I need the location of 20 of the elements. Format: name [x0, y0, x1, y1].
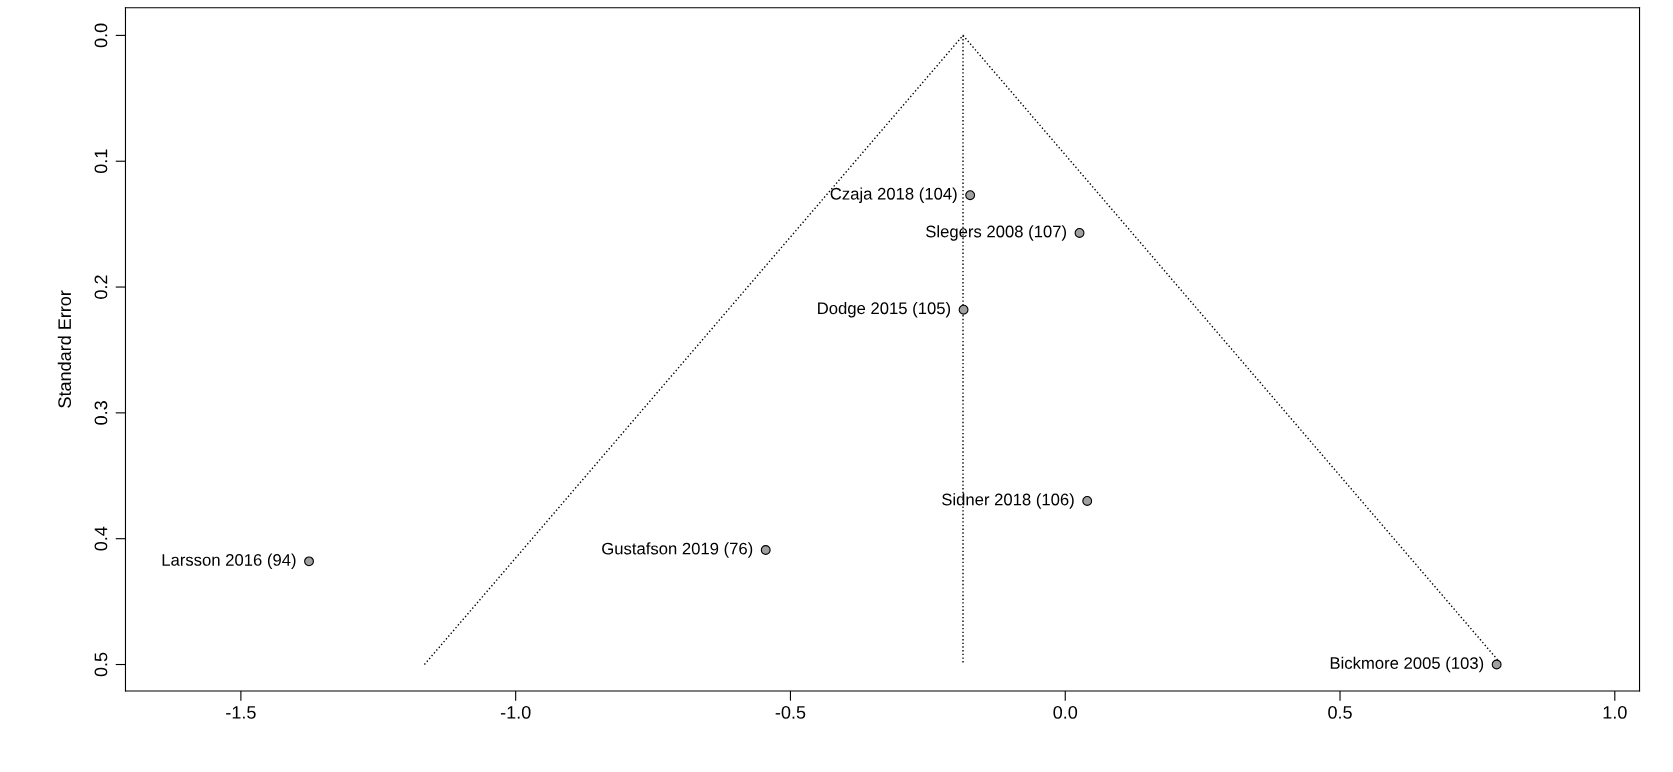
x-tick-label: 0.0 — [1053, 706, 1078, 719]
annotation: Larsson 2016 (94) — [162, 553, 296, 570]
annotation: Bickmore 2005 (103) — [1330, 656, 1484, 673]
annotation: Sidner 2018 (106) — [942, 493, 1074, 509]
y-axis-title: Standard Error — [57, 290, 72, 408]
y-tick-label: 0.5 — [94, 652, 108, 677]
annotation: Slegers 2008 (107) — [926, 225, 1067, 241]
y-tick-label: 0.3 — [94, 401, 108, 425]
y-tick-label: 0.2 — [94, 275, 108, 299]
x-tick-label: 1.0 — [1603, 706, 1627, 719]
annotation: Czaja 2018 (104) — [830, 187, 957, 203]
y-tick-label: 0.0 — [94, 23, 108, 48]
y-tick-label: 0.1 — [94, 149, 108, 174]
annotation: Gustafson 2019 (76) — [602, 542, 753, 558]
annotation: Dodge 2015 (105) — [818, 301, 951, 318]
x-tick-label: -0.5 — [775, 706, 806, 719]
x-tick-label: -1.0 — [500, 706, 531, 719]
x-tick-label: -1.5 — [226, 706, 256, 719]
x-tick-label: 0.5 — [1328, 706, 1352, 719]
y-tick-label: 0.4 — [94, 526, 108, 551]
